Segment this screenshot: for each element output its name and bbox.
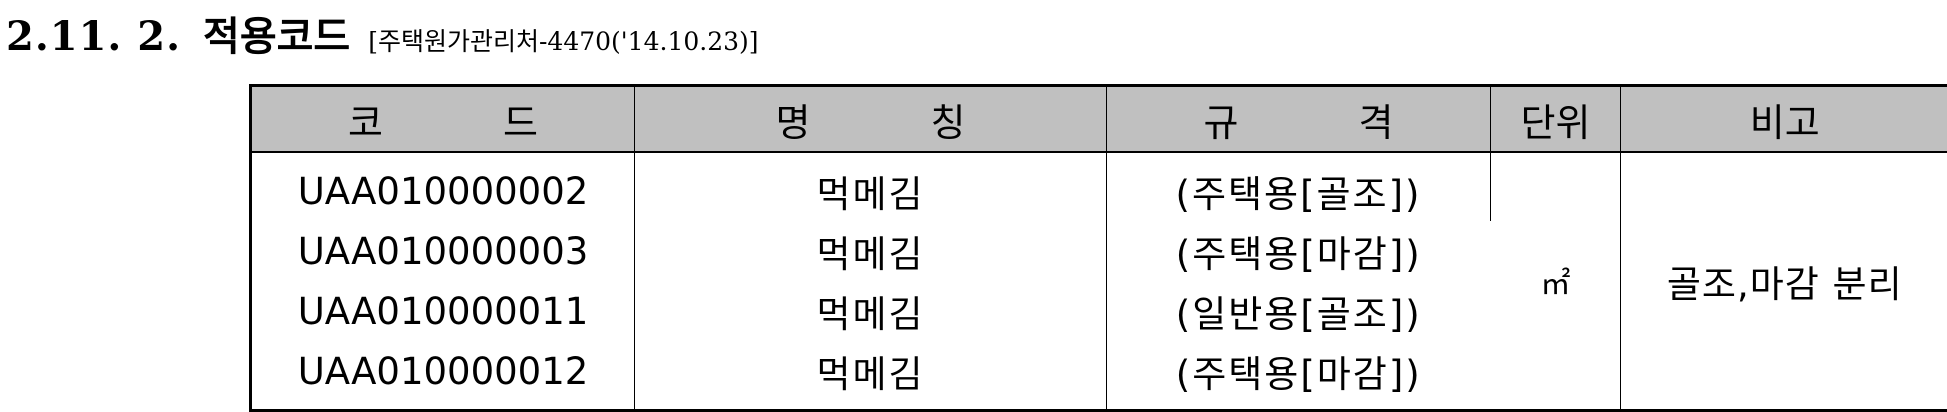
section-heading: 2.11. 2. 적용코드 [주택원가관리처-4470('14.10.23)] [6,4,759,64]
cell-name: 먹메김 [635,281,1107,341]
cell-remark: 골조,마감 분리 [1621,152,1947,411]
header-code-part1: 코 [348,92,383,147]
section-title: 적용코드 [203,4,350,62]
header-remark: 비고 [1621,86,1947,153]
cell-spec: (일반용[골조]) [1107,281,1491,341]
header-spec-part2: 격 [1359,92,1394,147]
cell-unit: ㎡ [1491,152,1621,411]
cell-code: UAA010000011 [251,281,635,341]
header-name-part1: 명 [776,92,811,147]
cell-name: 먹메김 [635,341,1107,411]
cell-code: UAA010000012 [251,341,635,411]
cell-spec: (주택용[마감]) [1107,341,1491,411]
cell-code: UAA010000002 [251,152,635,221]
cell-spec: (주택용[골조]) [1107,152,1491,221]
header-name-part2: 칭 [931,92,966,147]
section-reference: [주택원가관리처-4470('14.10.23)] [368,22,758,58]
cell-name: 먹메김 [635,152,1107,221]
cell-name: 먹메김 [635,221,1107,281]
section-number: 2.11. 2. [6,13,181,60]
header-unit: 단위 [1491,86,1621,153]
header-spec-part1: 규 [1204,92,1239,147]
table-row: UAA010000002 먹메김 (주택용[골조]) ㎡ 골조,마감 분리 [251,152,1947,221]
cell-code: UAA010000003 [251,221,635,281]
cell-spec: (주택용[마감]) [1107,221,1491,281]
header-code-part2: 드 [503,92,538,147]
